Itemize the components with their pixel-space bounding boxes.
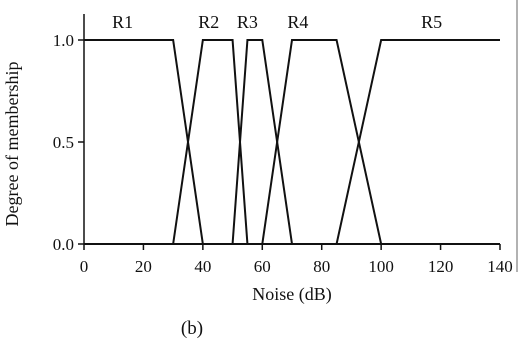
region-label-r2: R2	[198, 12, 219, 32]
x-axis-label: Noise (dB)	[252, 284, 332, 305]
x-tick-label: 0	[80, 257, 89, 276]
region-label-r3: R3	[237, 12, 258, 32]
region-label-r5: R5	[421, 12, 442, 32]
y-tick-label: 0.5	[53, 133, 74, 152]
figure-caption: (b)	[181, 318, 203, 339]
region-label-r4: R4	[287, 12, 308, 32]
region-label-r1: R1	[112, 12, 133, 32]
series-lines	[84, 39, 500, 245]
region-labels: R1 R2 R3 R4 R5	[112, 12, 442, 32]
series-line-r3	[84, 39, 500, 245]
x-tick-label: 140	[487, 257, 513, 276]
x-tick-label: 120	[428, 257, 454, 276]
x-tick-label: 80	[313, 257, 330, 276]
y-tick-label: 0.0	[53, 235, 74, 254]
x-tick-label: 40	[194, 257, 211, 276]
series-line-r1	[84, 39, 500, 245]
x-tick-label: 100	[368, 257, 394, 276]
y-axis-ticks: 0.0 0.5 1.0	[53, 31, 84, 254]
y-axis-label: Degree of membership	[2, 62, 22, 227]
series-line-r2	[84, 39, 500, 245]
x-tick-label: 60	[254, 257, 271, 276]
series-line-r5	[84, 39, 500, 245]
x-tick-label: 20	[135, 257, 152, 276]
series-line-r4	[84, 39, 500, 245]
x-axis-ticks: 0 20 40 60 80 100 120 140	[80, 244, 513, 276]
y-tick-label: 1.0	[53, 31, 74, 50]
